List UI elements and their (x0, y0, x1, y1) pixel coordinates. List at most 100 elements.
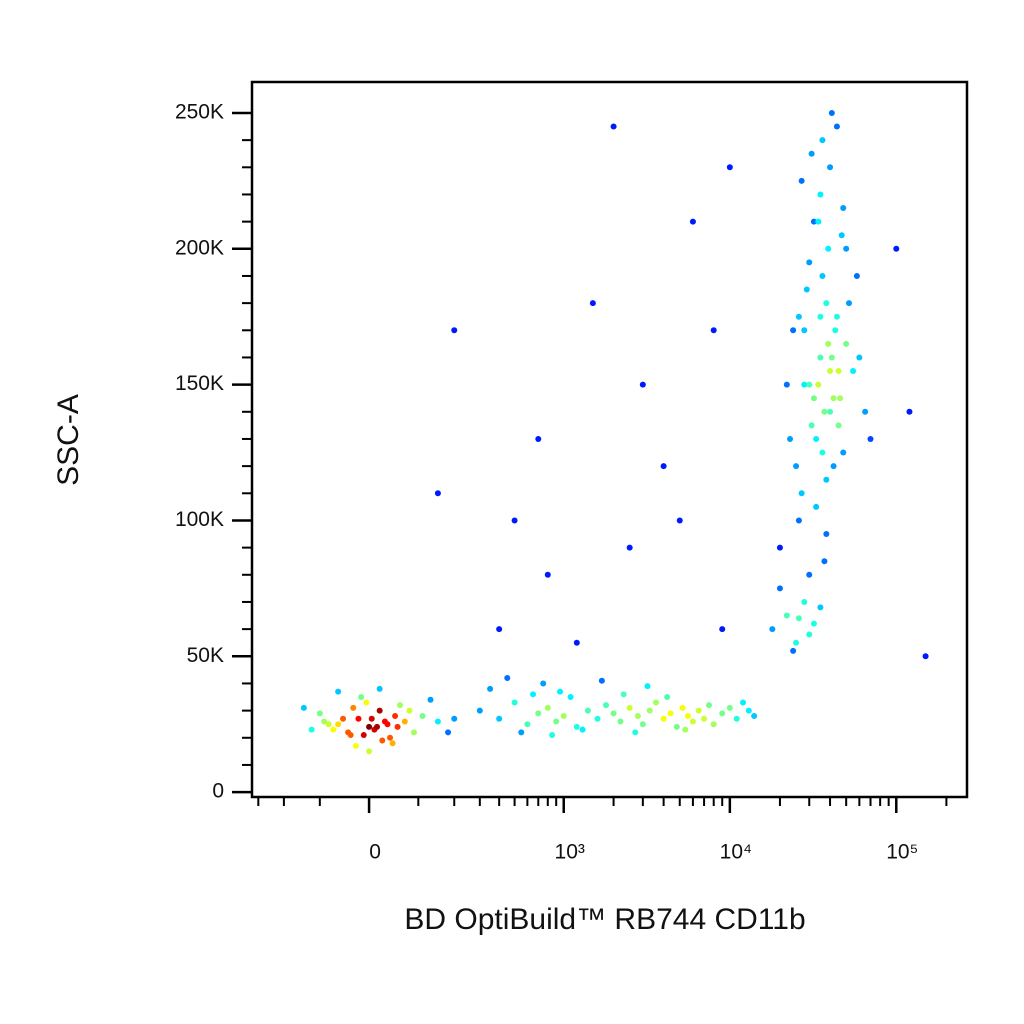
event-point (801, 598, 808, 605)
event-point (815, 381, 822, 388)
y-axis-title: SSC-A (52, 394, 85, 486)
event-point (335, 721, 342, 728)
event-point (819, 449, 826, 456)
event-point (496, 715, 503, 722)
event-point (504, 675, 511, 682)
event-point (733, 715, 740, 722)
event-point (540, 680, 547, 687)
event-point (667, 710, 674, 717)
event-point (817, 313, 824, 320)
event-point (856, 354, 863, 361)
event-point (610, 123, 617, 130)
event-point (793, 463, 800, 470)
event-point (815, 218, 822, 225)
event-point (710, 327, 717, 334)
event-point (664, 694, 671, 701)
event-point (830, 463, 837, 470)
event-point (806, 571, 813, 578)
event-point (626, 704, 633, 711)
event-point (451, 715, 458, 722)
event-point (684, 713, 691, 720)
event-point (639, 721, 646, 728)
event-point (726, 164, 733, 171)
event-point (827, 164, 834, 171)
event-point (340, 715, 347, 722)
y-tick-label: 250K (175, 101, 224, 124)
event-point (803, 286, 810, 293)
event-point (321, 718, 328, 725)
event-point (893, 245, 900, 252)
event-point (795, 517, 802, 524)
event-point (710, 721, 717, 728)
event-point (793, 639, 800, 646)
event-point (828, 354, 835, 361)
event-point (644, 683, 651, 690)
event-point (695, 707, 702, 714)
event-point (360, 732, 367, 739)
event-point (835, 368, 842, 375)
event-point (610, 710, 617, 717)
x-tick-label: 10³ (555, 841, 585, 864)
event-point (823, 476, 830, 483)
event-point (843, 245, 850, 252)
event-point (769, 626, 776, 633)
event-point (389, 740, 396, 747)
event-point (397, 702, 404, 709)
event-point (783, 612, 790, 619)
event-point (806, 631, 813, 638)
event-point (434, 490, 441, 497)
event-point (434, 718, 441, 725)
event-point (838, 232, 845, 239)
event-point (573, 639, 580, 646)
event-point (798, 177, 805, 184)
event-point (406, 707, 413, 714)
event-point (363, 699, 370, 706)
event-point (427, 696, 434, 703)
event-point (589, 300, 596, 307)
event-point (801, 381, 808, 388)
y-tick-label: 200K (175, 236, 224, 259)
x-axis-title: BD OptiBuild™ RB744 CD11b (404, 903, 805, 936)
event-point (384, 721, 391, 728)
event-point (366, 748, 373, 755)
event-point (790, 327, 797, 334)
event-point (795, 615, 802, 622)
event-point (573, 723, 580, 730)
event-point (823, 531, 830, 538)
event-point (810, 218, 817, 225)
event-point (419, 713, 426, 720)
event-point (620, 691, 627, 698)
event-point (487, 685, 494, 692)
event-point (843, 340, 850, 347)
event-point (827, 368, 834, 375)
event-point (660, 463, 667, 470)
event-point (358, 694, 365, 701)
event-point (817, 191, 824, 198)
event-point (594, 715, 601, 722)
event-point (806, 381, 813, 388)
event-point (751, 713, 758, 720)
event-point (660, 715, 667, 722)
event-point (584, 707, 591, 714)
event-point (867, 435, 874, 442)
event-point (906, 408, 913, 415)
event-point (828, 109, 835, 116)
event-point (827, 408, 834, 415)
event-point (524, 721, 531, 728)
event-point (325, 721, 332, 728)
event-point (335, 688, 342, 695)
y-tick-label: 50K (187, 644, 224, 667)
event-point (374, 723, 381, 730)
event-point (819, 272, 826, 279)
event-point (745, 707, 752, 714)
event-point (376, 685, 383, 692)
x-tick-label: 10⁵ (886, 841, 918, 864)
event-point (823, 300, 830, 307)
event-point (549, 732, 556, 739)
event-point (846, 300, 853, 307)
event-point (783, 381, 790, 388)
event-point (810, 395, 817, 402)
event-point (530, 691, 537, 698)
event-point (598, 677, 605, 684)
